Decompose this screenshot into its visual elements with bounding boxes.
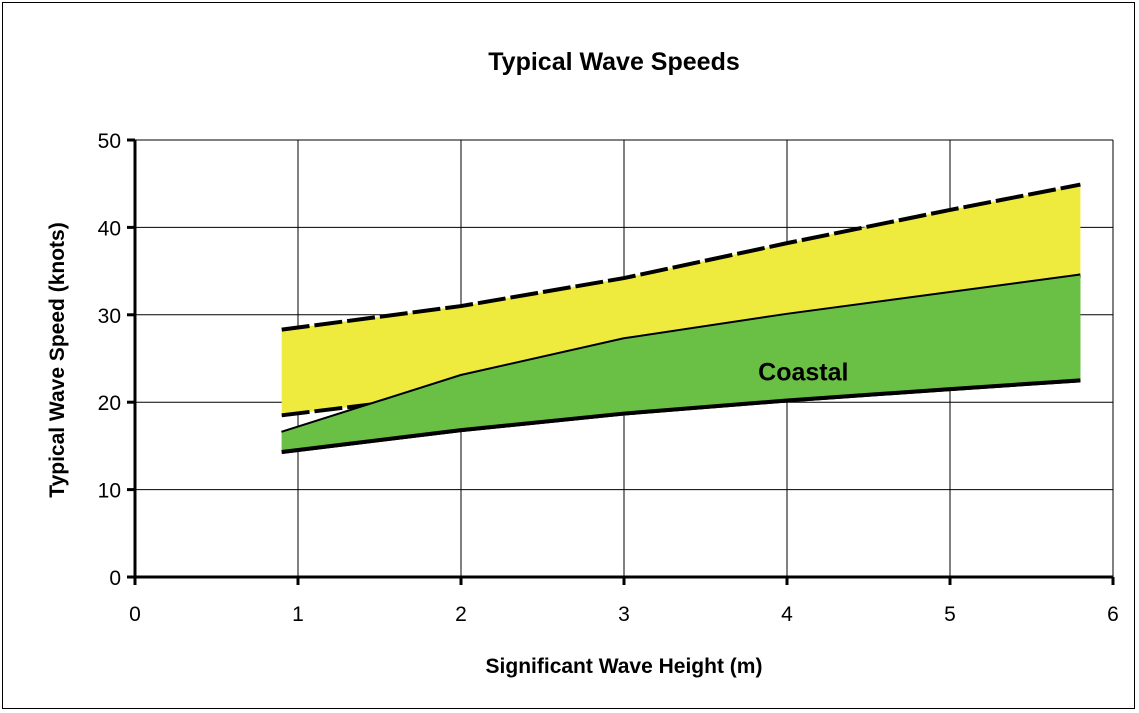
band-upper-line-1 [281,182,1081,332]
y-tick-label: 40 [98,217,121,240]
band-fill-1 [281,184,1081,416]
chart-title: Typical Wave Speeds [488,48,740,76]
x-tick-label: 5 [944,603,956,626]
y-axis-title: Typical Wave Speed (knots) [46,222,69,497]
gridlines [135,139,1114,577]
x-tick-label: 3 [618,603,630,626]
x-axis-title: Significant Wave Height (m) [486,655,763,678]
data-bands [281,182,1081,455]
y-tick-label: 50 [98,130,121,153]
x-tick-label: 4 [781,603,793,626]
x-tick-label: 2 [455,603,467,626]
y-tick-label: 30 [98,305,121,328]
axes [127,138,1115,585]
coastal-annotation: Coastal [758,359,848,387]
y-tick-label: 10 [98,480,121,503]
band-lower-line-2-overlay [281,378,1081,455]
x-tick-labels: 0 1 2 3 4 5 6 [129,603,1119,626]
x-tick-label: 0 [129,603,141,626]
x-tick-label: 6 [1107,603,1119,626]
x-tick-label: 1 [292,603,304,626]
y-tick-label: 0 [109,567,121,590]
y-tick-labels: 0 10 20 30 40 50 [98,130,121,590]
band-fill-2-overlay [281,275,1081,453]
y-tick-label: 20 [98,392,121,415]
